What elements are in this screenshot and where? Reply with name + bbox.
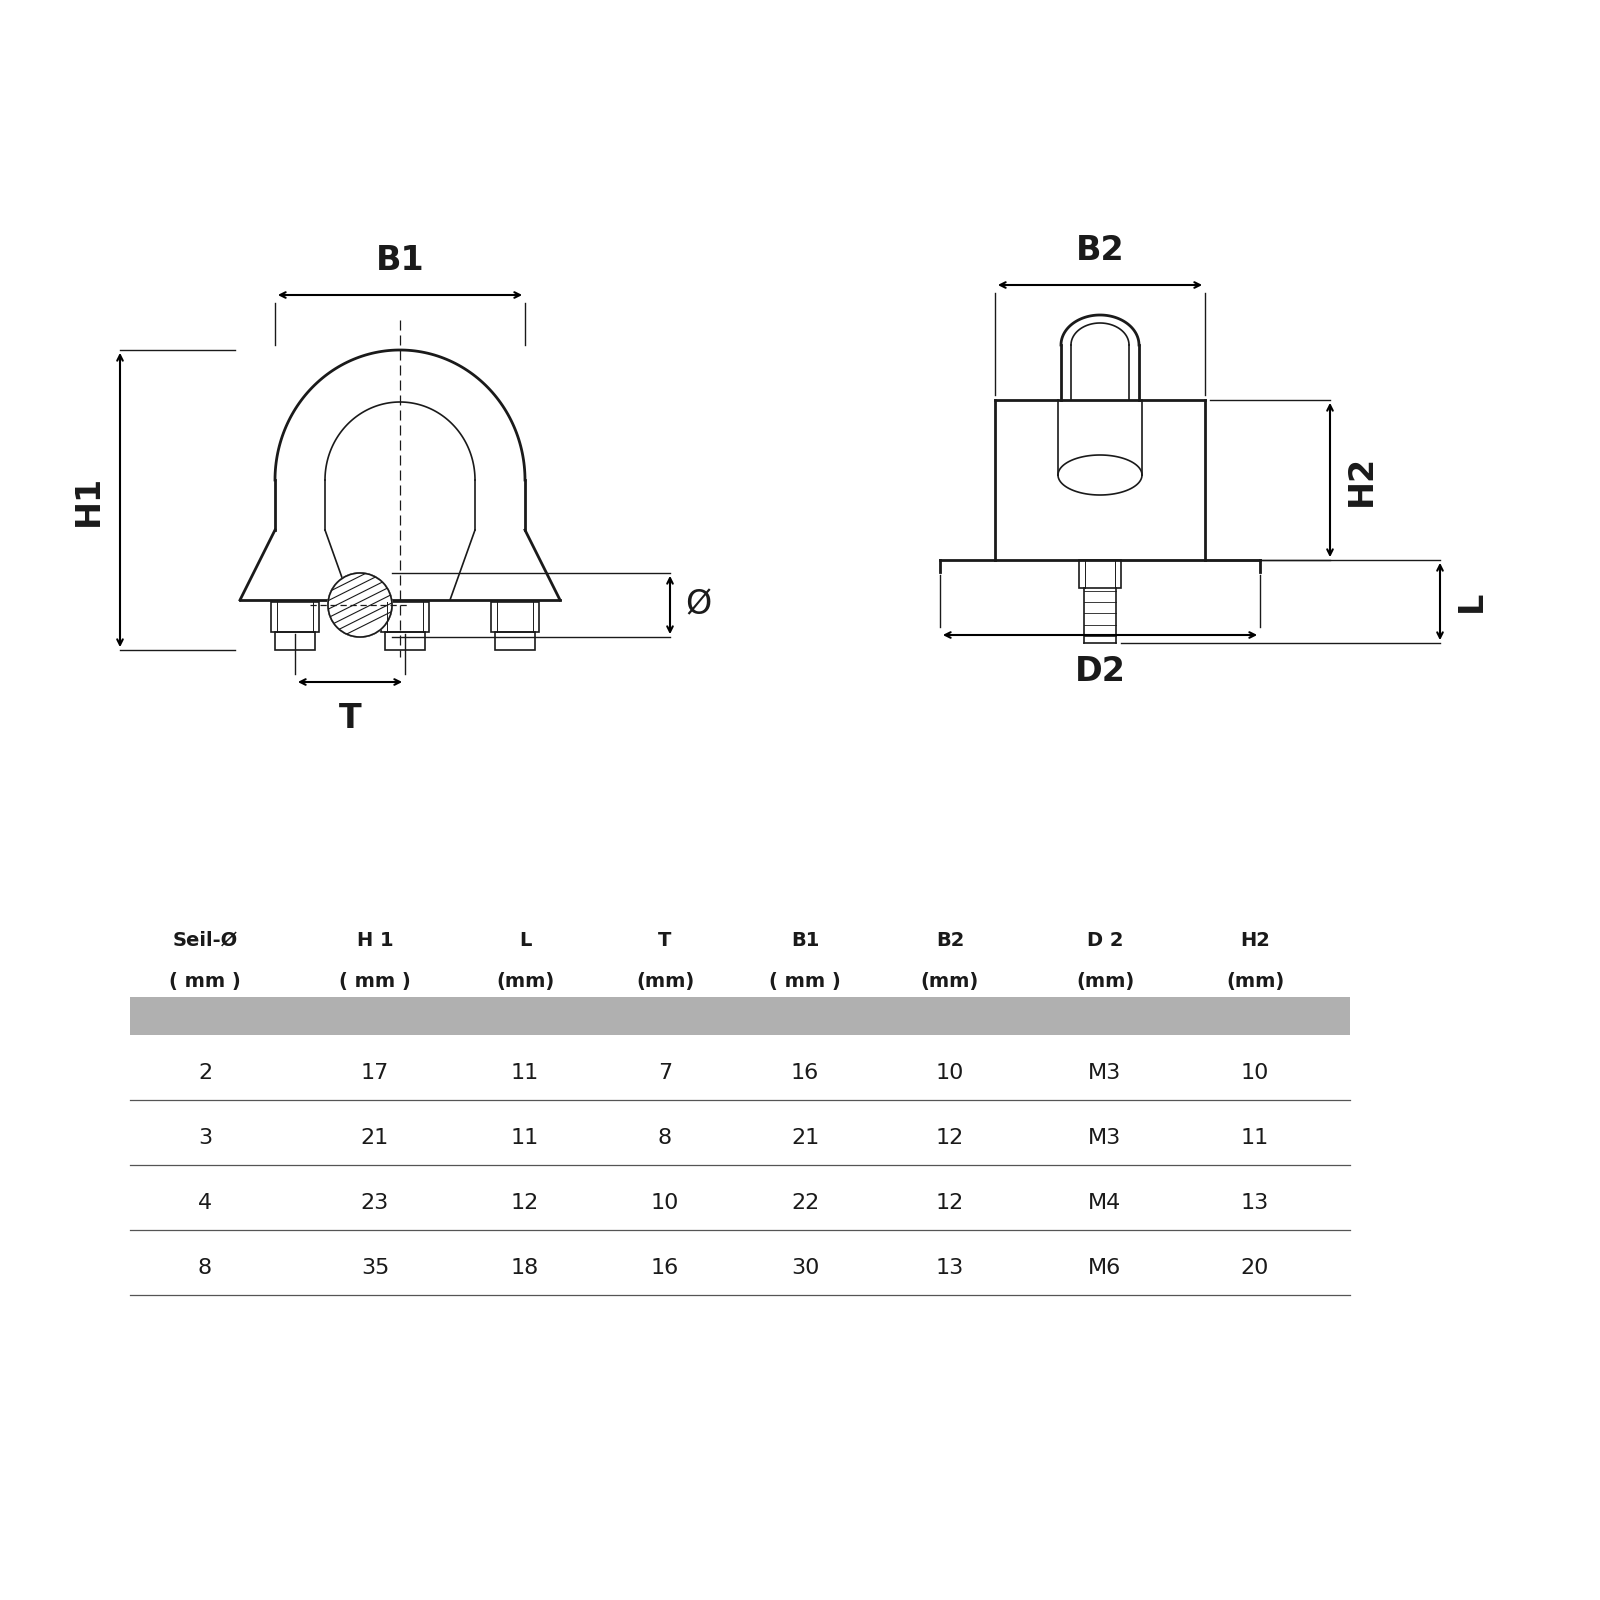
Text: ( mm ): ( mm )	[170, 973, 242, 992]
Bar	[494, 632, 534, 650]
Text: 11: 11	[510, 1128, 539, 1147]
Text: Seil-Ø: Seil-Ø	[173, 931, 238, 949]
Text: 7: 7	[658, 1062, 672, 1083]
Text: D2: D2	[1075, 654, 1125, 688]
Text: B1: B1	[790, 931, 819, 949]
Text: M6: M6	[1088, 1258, 1122, 1278]
Text: B2: B2	[936, 931, 965, 949]
Text: ( mm ): ( mm )	[770, 973, 842, 992]
Text: M3: M3	[1088, 1062, 1122, 1083]
Bar	[270, 602, 318, 632]
Text: (mm): (mm)	[922, 973, 979, 992]
Bar	[381, 602, 429, 632]
Text: 18: 18	[510, 1258, 539, 1278]
Text: B2: B2	[1075, 234, 1125, 267]
Text: 21: 21	[790, 1128, 819, 1147]
Text: (mm): (mm)	[635, 973, 694, 992]
Text: 12: 12	[936, 1192, 965, 1213]
Text: 16: 16	[651, 1258, 678, 1278]
Text: 21: 21	[362, 1128, 389, 1147]
Text: 17: 17	[362, 1062, 389, 1083]
Text: 10: 10	[651, 1192, 678, 1213]
Text: H2: H2	[1240, 931, 1270, 949]
Text: 13: 13	[1242, 1192, 1269, 1213]
Text: (mm): (mm)	[496, 973, 554, 992]
Text: 11: 11	[510, 1062, 539, 1083]
Text: L: L	[518, 931, 531, 949]
Text: H 1: H 1	[357, 931, 394, 949]
Text: 35: 35	[362, 1258, 389, 1278]
Text: 22: 22	[790, 1192, 819, 1213]
Text: 10: 10	[936, 1062, 965, 1083]
Text: M4: M4	[1088, 1192, 1122, 1213]
Text: 10: 10	[1242, 1062, 1269, 1083]
Text: Ø: Ø	[685, 589, 712, 621]
Text: 2: 2	[198, 1062, 213, 1083]
Text: 13: 13	[936, 1258, 965, 1278]
Text: 12: 12	[936, 1128, 965, 1147]
Text: B1: B1	[376, 243, 424, 277]
Bar	[130, 997, 1350, 1035]
Text: (mm): (mm)	[1226, 973, 1285, 992]
Circle shape	[328, 573, 392, 637]
Text: T: T	[658, 931, 672, 949]
Text: H2: H2	[1346, 454, 1378, 506]
Text: 23: 23	[362, 1192, 389, 1213]
Text: (mm): (mm)	[1075, 973, 1134, 992]
Text: 8: 8	[658, 1128, 672, 1147]
Text: D 2: D 2	[1086, 931, 1123, 949]
Bar	[1078, 560, 1122, 587]
Text: 8: 8	[198, 1258, 213, 1278]
Text: 3: 3	[198, 1128, 213, 1147]
Text: 20: 20	[1242, 1258, 1269, 1278]
Text: 16: 16	[790, 1062, 819, 1083]
Text: 30: 30	[790, 1258, 819, 1278]
Text: T: T	[339, 702, 362, 734]
Text: 11: 11	[1242, 1128, 1269, 1147]
Text: L: L	[1454, 590, 1488, 613]
Bar	[386, 632, 426, 650]
Text: H1: H1	[72, 475, 106, 525]
Text: 4: 4	[198, 1192, 213, 1213]
Text: ( mm ): ( mm )	[339, 973, 411, 992]
Bar	[491, 602, 539, 632]
Text: 12: 12	[510, 1192, 539, 1213]
Bar	[275, 632, 315, 650]
Text: M3: M3	[1088, 1128, 1122, 1147]
